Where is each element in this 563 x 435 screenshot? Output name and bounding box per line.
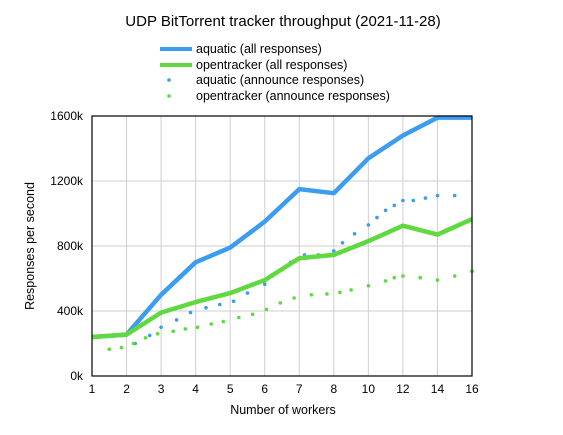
x-axis-label: Number of workers <box>230 403 336 417</box>
x-tick-label-3: 3 <box>158 382 165 396</box>
data-point-aquatic-announce <box>147 333 152 338</box>
x-tick-label-2: 2 <box>123 382 130 396</box>
data-point-opentracker-announce <box>338 290 342 295</box>
series-line-opentracker-all <box>91 217 473 340</box>
data-point-opentracker-announce <box>250 312 255 317</box>
data-point-aquatic-announce <box>401 198 405 203</box>
y-tick-label-1200k: 1200k <box>50 174 84 188</box>
data-point-opentracker-announce <box>309 293 314 297</box>
legend-label-aquatic-announce: aquatic (announce responses) <box>196 73 364 87</box>
series-line-aquatic-all <box>91 115 472 340</box>
data-point-opentracker-announce <box>264 307 269 312</box>
data-point-opentracker-announce <box>237 315 241 320</box>
series-aquatic-announce <box>133 193 457 346</box>
data-point-aquatic-announce <box>375 215 379 220</box>
data-point-opentracker-announce <box>155 332 160 336</box>
data-point-opentracker-announce <box>209 322 213 326</box>
data-point-aquatic-announce <box>231 299 236 304</box>
data-point-opentracker-announce <box>195 325 200 330</box>
chart-title: UDP BitTorrent tracker throughput (2021-… <box>125 13 440 30</box>
series-opentracker-announce <box>107 269 474 352</box>
legend-swatch-opentracker-announce <box>167 94 171 98</box>
data-point-opentracker-announce <box>292 296 296 300</box>
x-tick-label-4: 4 <box>192 382 199 396</box>
data-point-aquatic-announce <box>174 318 179 322</box>
x-tick-label-5: 5 <box>227 382 234 396</box>
x-tick-label-12: 12 <box>396 382 410 396</box>
data-point-opentracker-announce <box>171 329 175 334</box>
data-point-opentracker-announce <box>435 278 440 282</box>
data-point-aquatic-announce <box>366 223 371 227</box>
legend-label-opentracker-announce: opentracker (announce responses) <box>196 89 390 103</box>
series-layer <box>91 115 474 352</box>
x-tick-label-6: 6 <box>261 382 268 396</box>
data-point-aquatic-announce <box>352 232 357 236</box>
y-tick-label-0k: 0k <box>70 369 84 383</box>
data-point-aquatic-announce <box>392 203 397 208</box>
data-point-opentracker-announce <box>278 301 283 305</box>
data-point-aquatic-announce <box>262 282 267 287</box>
data-point-aquatic-announce <box>383 208 388 213</box>
data-point-aquatic-announce <box>218 302 222 307</box>
legend-label-aquatic-all: aquatic (all responses) <box>196 42 322 56</box>
plot-frame <box>91 115 473 377</box>
data-point-aquatic-announce <box>188 310 193 315</box>
series-aquatic-all <box>91 115 472 340</box>
y-tick-label-400k: 400k <box>57 304 84 318</box>
data-point-opentracker-announce <box>143 336 148 340</box>
x-tick-label-7: 7 <box>296 382 303 396</box>
x-tick-label-16: 16 <box>465 382 479 396</box>
series-opentracker-all <box>91 217 473 340</box>
x-tick-label-14: 14 <box>431 382 445 396</box>
data-point-opentracker-announce <box>107 347 112 352</box>
data-point-aquatic-announce <box>204 306 208 310</box>
y-axis-label: Responses per second <box>23 182 37 310</box>
y-tick-label-800k: 800k <box>57 239 84 253</box>
y-axis-ticks: 0k 400k 800k 1200k 1600k <box>50 109 84 383</box>
data-point-aquatic-announce <box>159 325 163 330</box>
x-tick-label-10: 10 <box>362 382 376 396</box>
data-point-aquatic-announce <box>435 193 440 198</box>
data-point-opentracker-announce <box>119 345 124 350</box>
data-point-aquatic-announce <box>452 193 457 198</box>
data-point-opentracker-announce <box>131 341 136 346</box>
x-tick-label-1: 1 <box>89 382 96 396</box>
data-point-opentracker-announce <box>418 275 423 280</box>
data-point-opentracker-announce <box>392 275 397 280</box>
x-axis-ticks: 1 2 3 4 5 6 7 8 10 12 14 16 <box>89 382 479 396</box>
data-point-aquatic-announce <box>411 198 416 203</box>
data-point-aquatic-announce <box>340 241 345 245</box>
legend-label-opentracker-all: opentracker (all responses) <box>196 58 347 72</box>
data-point-aquatic-announce <box>423 196 428 200</box>
data-point-opentracker-announce <box>452 274 457 278</box>
data-point-opentracker-announce <box>349 288 353 292</box>
data-point-opentracker-announce <box>366 284 371 288</box>
data-point-aquatic-announce <box>332 249 336 253</box>
y-tick-label-1600k: 1600k <box>50 109 84 123</box>
x-tick-label-8: 8 <box>330 382 337 396</box>
legend: aquatic (all responses) opentracker (all… <box>160 42 390 103</box>
data-point-opentracker-announce <box>383 279 388 283</box>
data-point-opentracker-announce <box>183 327 188 331</box>
data-point-opentracker-announce <box>325 292 329 296</box>
data-point-opentracker-announce <box>401 274 405 278</box>
legend-swatch-aquatic-announce <box>167 78 171 82</box>
data-point-opentracker-announce <box>221 319 226 324</box>
data-point-aquatic-announce <box>245 291 250 295</box>
